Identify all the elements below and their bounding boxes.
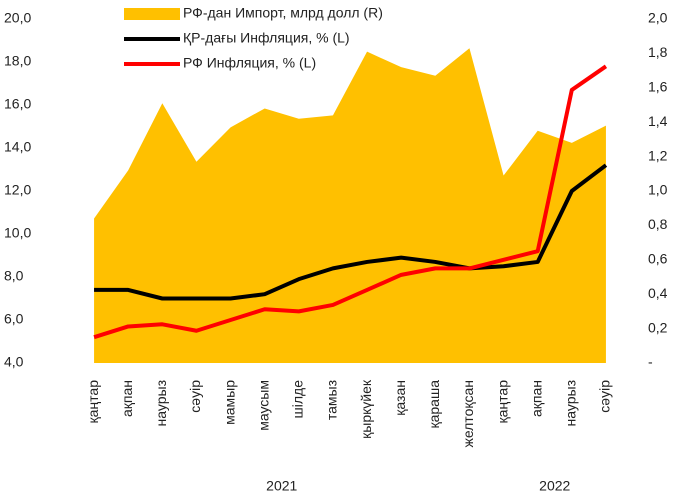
y-tick-label: 10,0 <box>4 225 31 241</box>
x-tick-label: наурыз <box>153 380 169 426</box>
legend-swatch <box>124 8 180 20</box>
y-tick-label: 14,0 <box>4 139 31 155</box>
x-tick-label: сәуір <box>187 380 203 413</box>
x-tick-label: тамыз <box>324 380 340 420</box>
legend-label: ҚР-дағы Инфляция, % (L) <box>183 30 350 46</box>
y2-tick-label: 0,8 <box>648 216 668 232</box>
x-tick-label: қыркүйек <box>358 379 374 439</box>
x-tick-label: қараша <box>426 380 442 429</box>
x-group-label: 2021 <box>266 478 297 494</box>
y2-tick-label: 1,0 <box>648 182 668 198</box>
y2-tick-label: 0,6 <box>648 251 668 267</box>
y2-tick-label: 2,0 <box>648 10 668 26</box>
x-tick-label: шілде <box>290 380 306 419</box>
x-tick-label: ақпан <box>119 380 135 417</box>
y-tick-label: 20,0 <box>4 10 31 26</box>
y-tick-label: 6,0 <box>4 311 24 327</box>
y2-tick-label: 0,2 <box>648 319 668 335</box>
import-area <box>94 48 606 364</box>
y2-tick-label: 1,8 <box>648 44 668 60</box>
x-tick-label: сәуір <box>597 380 613 413</box>
x-tick-label: қаңтар <box>494 380 510 424</box>
y2-tick-label: 1,2 <box>648 147 668 163</box>
x-tick-label: мамыр <box>221 380 237 425</box>
y-tick-label: 4,0 <box>4 354 24 370</box>
inflation-line <box>93 64 608 340</box>
y2-tick-label: 0,4 <box>648 285 668 301</box>
x-tick-label: желтоқсан <box>460 380 476 448</box>
inflation-line <box>94 163 608 301</box>
legend-label: РФ Инфляция, % (L) <box>183 55 316 71</box>
y-tick-label: 18,0 <box>4 53 31 69</box>
x-group-label: 2022 <box>539 478 570 494</box>
y2-tick-label: - <box>648 354 653 370</box>
x-tick-label: қазан <box>392 380 408 416</box>
x-tick-label: наурыз <box>563 380 579 426</box>
x-tick-label: қаңтар <box>85 380 101 424</box>
y-tick-label: 16,0 <box>4 96 31 112</box>
x-tick-label: маусым <box>255 380 271 431</box>
y2-tick-label: 1,4 <box>648 113 668 129</box>
y2-tick-label: 1,6 <box>648 79 668 95</box>
legend-label: РФ-дан Импорт, млрд долл (R) <box>183 5 383 21</box>
x-tick-label: ақпан <box>528 380 544 417</box>
y-tick-label: 12,0 <box>4 182 31 198</box>
y-tick-label: 8,0 <box>4 268 24 284</box>
